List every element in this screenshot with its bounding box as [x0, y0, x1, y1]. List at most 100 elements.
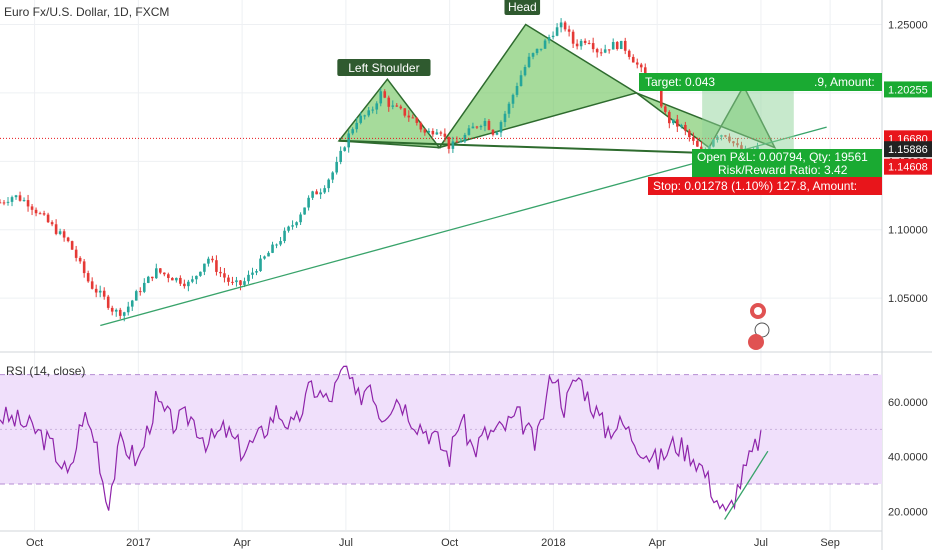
candle-body	[443, 133, 447, 137]
candle-body	[471, 126, 475, 129]
candle-body	[22, 200, 26, 202]
time-tick-label: Oct	[441, 537, 458, 549]
candle-body	[639, 64, 643, 68]
candle-body	[483, 120, 487, 127]
rsi-title: RSI (14, close)	[6, 364, 85, 378]
candle-body	[223, 273, 226, 278]
candle-body	[475, 126, 479, 128]
candle-body	[447, 136, 451, 149]
candle-body	[58, 231, 62, 234]
price-tick-label: 1.05000	[888, 293, 928, 305]
candle-body	[451, 141, 455, 149]
candle-body	[487, 120, 491, 130]
candle-body	[134, 291, 138, 301]
position-layer[interactable]: Target: 0.043 .9, Amount: Open P&L: 0.0079…	[639, 73, 882, 195]
candle-body	[195, 275, 198, 280]
candle-body	[363, 115, 367, 117]
candle-body	[351, 129, 354, 134]
candle-body	[263, 256, 266, 259]
open-pnl-box[interactable]: Open P&L: 0.00794, Qty: 19561	[692, 149, 882, 165]
candle-body	[199, 271, 202, 276]
overlay-icons[interactable]	[748, 303, 770, 350]
candle-body	[203, 263, 206, 272]
price-badge: 1.14608	[884, 158, 932, 175]
candle-body	[415, 117, 419, 123]
candle-body	[150, 276, 154, 279]
open-pnl-box-bg	[692, 149, 882, 165]
candle-body	[559, 22, 563, 28]
candle-body	[367, 110, 371, 116]
candle-body	[38, 213, 42, 215]
candle-body	[287, 226, 290, 231]
candle-body	[106, 296, 110, 308]
candle-body	[571, 31, 575, 44]
candle-body	[18, 195, 22, 201]
dividends-icon-inner	[754, 307, 762, 315]
candle-body	[467, 128, 471, 135]
candle-body	[431, 130, 435, 135]
candle-body	[90, 281, 94, 289]
candle-body	[519, 75, 523, 87]
dividends-icon[interactable]	[750, 303, 766, 319]
candle-body	[615, 42, 619, 49]
candle-body	[635, 62, 639, 65]
candle-body	[664, 106, 667, 112]
candle-body	[383, 91, 387, 98]
candle-body	[187, 281, 190, 287]
candle-body	[327, 179, 330, 189]
candle-body	[672, 119, 675, 124]
candle-body	[86, 273, 90, 282]
rsi-tick-label: 20.0000	[888, 506, 928, 518]
candle-body	[700, 146, 703, 152]
candle-body	[271, 244, 274, 253]
target-box-bg	[639, 73, 882, 91]
candle-body	[6, 201, 10, 203]
candle-body	[247, 274, 250, 282]
candle-body	[70, 241, 74, 250]
time-tick-label: 2017	[126, 537, 150, 549]
candle-body	[692, 137, 695, 141]
candle-body	[499, 122, 503, 133]
candle-body	[323, 188, 326, 193]
candle-body	[319, 192, 322, 195]
candle-body	[371, 109, 375, 111]
events-icon[interactable]	[748, 322, 770, 350]
candle-body	[283, 230, 286, 242]
price-tick-label: 1.25000	[888, 20, 928, 32]
target-amount-text: .9, Amount:	[814, 75, 875, 89]
axes-layer: 1.250001.200001.150001.100001.050001.202…	[26, 20, 932, 549]
head-tag: Head	[504, 0, 541, 15]
risk-reward-box[interactable]: Risk/Reward Ratio: 3.42	[692, 163, 882, 177]
target-box[interactable]: Target: 0.043	[639, 73, 882, 91]
candle-body	[239, 280, 242, 285]
candle-body	[215, 260, 218, 272]
chart-title: Euro Fx/U.S. Dollar, 1D, FXCM	[4, 5, 169, 19]
open-pnl-box-text: Open P&L: 0.00794, Qty: 19561	[697, 150, 868, 164]
price-badge: 1.20255	[884, 81, 932, 98]
candle-body	[179, 277, 182, 284]
candle-body	[479, 126, 483, 128]
candle-body	[563, 22, 567, 30]
price-badge-label: 1.14608	[888, 162, 928, 174]
stop-box-bg	[648, 177, 882, 195]
candle-body	[54, 224, 58, 234]
candle-body	[543, 40, 547, 49]
stop-box[interactable]: Stop: 0.01278 (1.10%) 127.8, Amount:	[648, 177, 882, 195]
candle-body	[531, 53, 535, 57]
candle-body	[583, 40, 587, 43]
candle-body	[684, 124, 687, 131]
candle-body	[211, 258, 214, 261]
time-tick-label: 2018	[541, 537, 565, 549]
candle-body	[66, 237, 70, 242]
candle-body	[395, 105, 399, 107]
candle-body	[391, 105, 395, 107]
candle-body	[427, 130, 431, 133]
candle-body	[243, 281, 246, 285]
candle-body	[387, 97, 391, 107]
candle-body	[547, 37, 551, 41]
candle-body	[98, 290, 102, 293]
candle-body	[138, 291, 142, 293]
candle-body	[347, 133, 350, 148]
time-tick-label: Oct	[26, 537, 43, 549]
